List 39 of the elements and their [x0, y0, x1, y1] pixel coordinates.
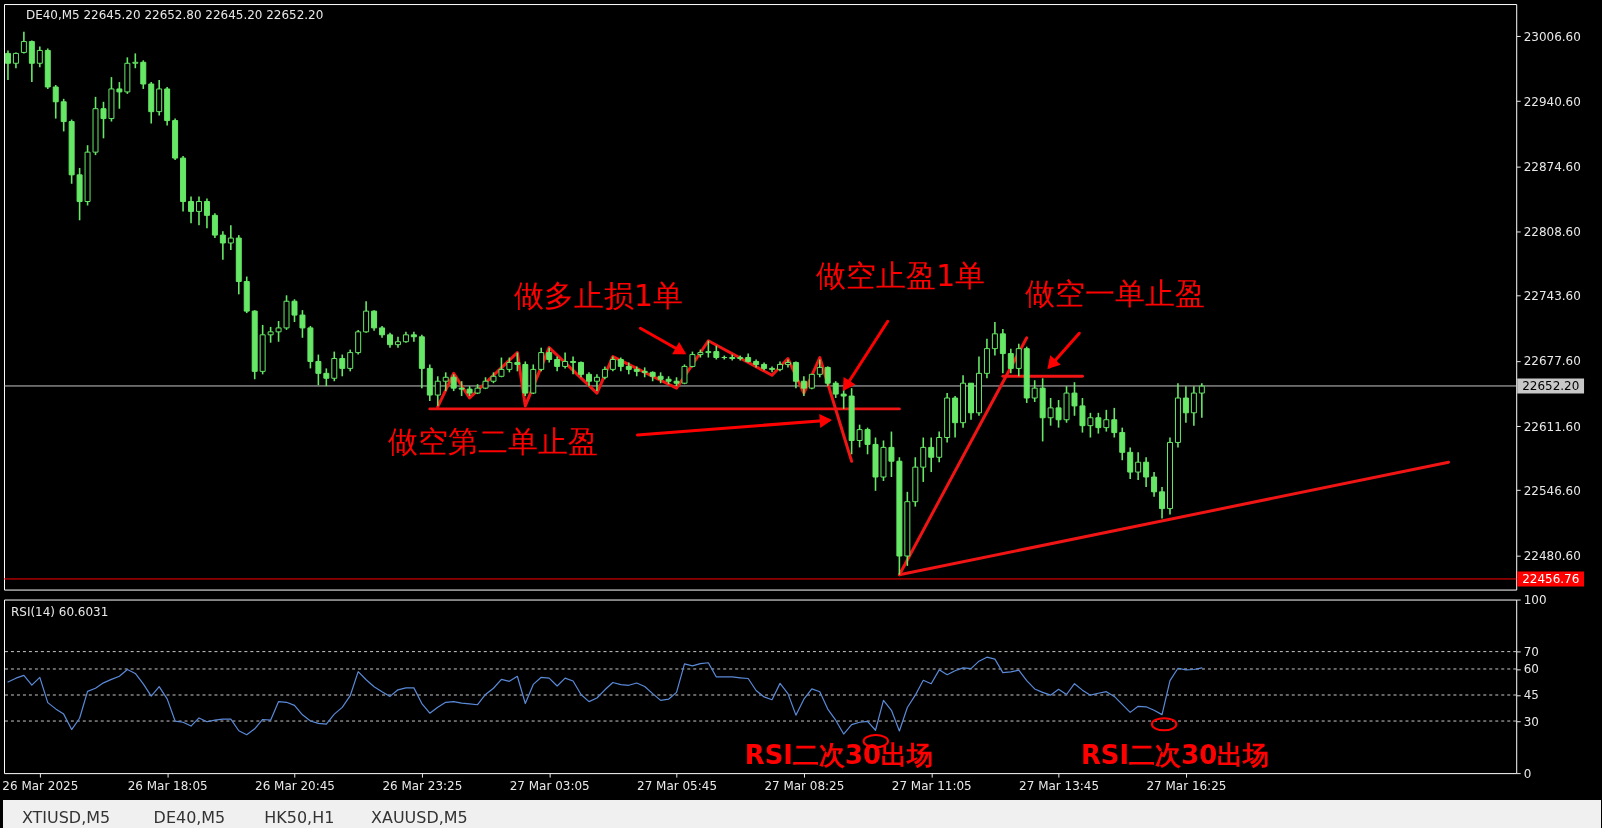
x-tick-label: 27 Mar 13:45 — [1019, 778, 1100, 793]
y-tick-label: 70 — [1523, 645, 1539, 660]
annotation: 做空一单止盈 — [1025, 276, 1206, 312]
text: XAUUSD,M5 — [371, 807, 468, 827]
x-tick-label: 27 Mar 03:05 — [509, 778, 590, 793]
y-tick-label: 22611.60 — [1523, 419, 1581, 434]
x-tick-label: 27 Mar 05:45 — [637, 778, 717, 793]
text: XTIUSD,M5 — [21, 807, 111, 827]
x-tick-label: 26 Mar 18:05 — [127, 778, 208, 793]
annotation: 做空止盈1单 — [816, 258, 986, 294]
ref-line-label: 22456.76 — [1522, 571, 1580, 586]
chart-title: DE40,M5 22645.20 22652.80 22645.20 22652.20 — [25, 8, 324, 22]
chart-title: RSI(14) 60.6031 — [10, 604, 109, 619]
text: HK50,H1 — [264, 807, 335, 827]
x-tick-label: 27 Mar 08:25 — [764, 778, 845, 793]
y-tick-label: 22546.60 — [1523, 483, 1581, 498]
y-tick-label: 22874.60 — [1523, 159, 1581, 174]
y-tick-label: 22940.60 — [1523, 94, 1581, 109]
y-tick-label: 100 — [1523, 593, 1547, 608]
annotation: 做多止损1单 — [513, 278, 684, 314]
x-tick-label: 26 Mar 20:45 — [255, 778, 335, 793]
y-tick-label: 22677.60 — [1523, 354, 1581, 369]
text: DE40,M5 — [153, 807, 226, 827]
ref-line-label: 22652.20 — [1522, 378, 1580, 393]
x-tick-label: 26 Mar 2025 — [2, 778, 79, 793]
y-tick-label: 23006.60 — [1523, 29, 1581, 44]
y-tick-label: 22743.60 — [1523, 289, 1581, 304]
y-tick-label: 45 — [1523, 688, 1539, 703]
y-tick-label: 22480.60 — [1523, 548, 1581, 563]
x-tick-label: 27 Mar 11:05 — [891, 778, 972, 793]
y-tick-label: 30 — [1523, 714, 1539, 729]
y-tick-label: 0 — [1523, 766, 1532, 781]
y-tick-label: 22808.60 — [1523, 225, 1581, 240]
x-tick-label: 26 Mar 23:25 — [382, 778, 463, 793]
annotation: RSI二次30出场 — [1080, 740, 1270, 771]
annotation: RSI二次30出场 — [744, 740, 934, 771]
annotation: 做空第二单止盈 — [387, 423, 598, 459]
x-tick-label: 27 Mar 16:25 — [1146, 778, 1227, 793]
y-tick-label: 60 — [1523, 662, 1539, 677]
